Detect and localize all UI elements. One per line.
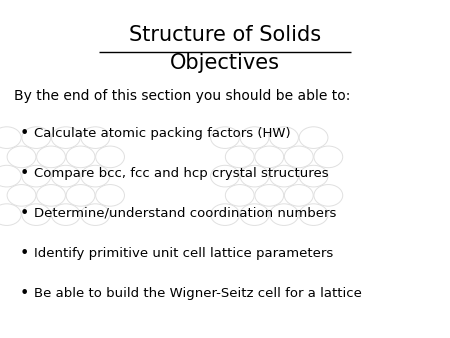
Text: By the end of this section you should be able to:: By the end of this section you should be… — [14, 89, 350, 103]
Text: •: • — [20, 166, 29, 181]
Text: •: • — [20, 126, 29, 141]
Text: •: • — [20, 286, 29, 300]
Text: Determine/understand coordination numbers: Determine/understand coordination number… — [34, 207, 336, 220]
Text: Be able to build the Wigner-Seitz cell for a lattice: Be able to build the Wigner-Seitz cell f… — [34, 287, 362, 299]
Text: •: • — [20, 206, 29, 221]
Text: Structure of Solids: Structure of Solids — [129, 25, 321, 46]
Text: Identify primitive unit cell lattice parameters: Identify primitive unit cell lattice par… — [34, 247, 333, 260]
Text: Calculate atomic packing factors (HW): Calculate atomic packing factors (HW) — [34, 127, 290, 140]
Text: Compare bcc, fcc and hcp crystal structures: Compare bcc, fcc and hcp crystal structu… — [34, 167, 328, 180]
Text: Objectives: Objectives — [170, 52, 280, 73]
Text: •: • — [20, 246, 29, 261]
